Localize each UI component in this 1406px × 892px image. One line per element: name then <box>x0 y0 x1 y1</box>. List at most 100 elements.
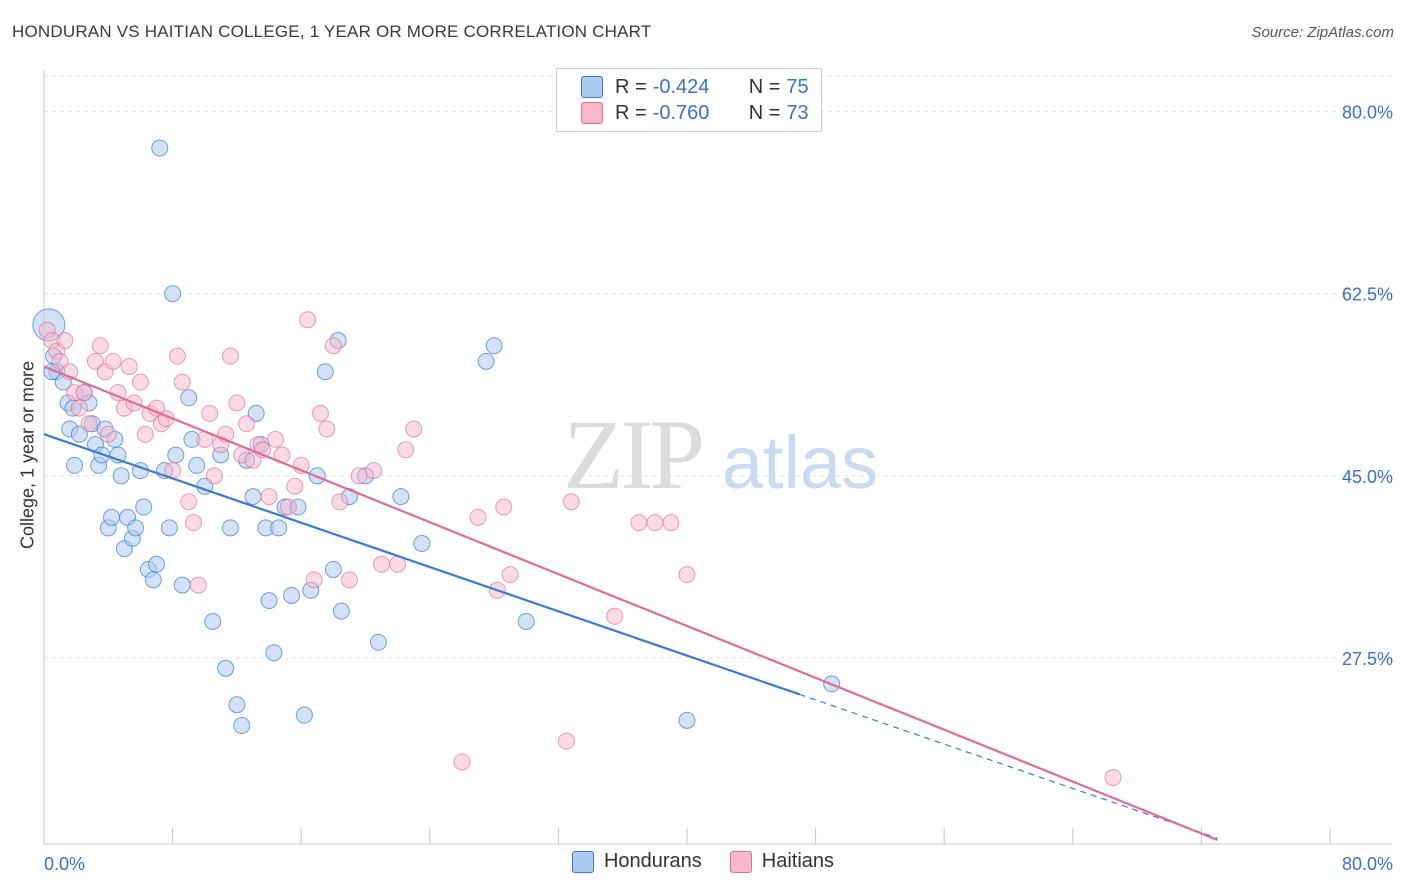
honduran-point <box>369 633 387 651</box>
haitian-point <box>228 394 246 412</box>
haitian-point <box>173 373 191 391</box>
legend-n-label: N = <box>748 101 781 124</box>
honduran-point <box>228 696 246 714</box>
y-tick-label: 45.0% <box>1342 467 1393 487</box>
haitian-point <box>221 347 239 365</box>
honduran-trend-line <box>43 433 800 696</box>
honduran-point <box>135 498 153 516</box>
legend-r-value: -0.424 <box>652 75 710 98</box>
legend-r-label: R = <box>615 101 647 124</box>
hondurans-points <box>32 139 841 735</box>
honduran-point <box>103 508 121 526</box>
haitians-points <box>38 311 1122 787</box>
haitian-point <box>373 555 391 573</box>
haitian-point <box>495 498 513 516</box>
trend-lines <box>43 365 1218 842</box>
legend-r-value: -0.760 <box>652 101 710 124</box>
haitian-point <box>662 514 680 532</box>
haitian-point <box>104 352 122 370</box>
haitian-point <box>318 420 336 438</box>
honduran-point <box>112 467 130 485</box>
honduran-point <box>144 571 162 589</box>
honduran-point <box>233 717 251 735</box>
honduran-point <box>332 602 350 620</box>
x-tick-label-max: 80.0% <box>1342 854 1393 874</box>
honduran-point <box>167 446 185 464</box>
haitian-point <box>201 404 219 422</box>
honduran-point <box>270 519 288 537</box>
honduran-point <box>173 576 191 594</box>
haitian-point <box>238 415 256 433</box>
haitian-point <box>311 404 329 422</box>
honduran-point <box>477 352 495 370</box>
honduran-point <box>517 612 535 630</box>
y-axis-label: College, 1 year or more <box>17 360 38 550</box>
honduran-point <box>160 519 178 537</box>
legend-n-value: 73 <box>786 101 809 124</box>
haitian-point <box>1104 769 1122 787</box>
haitian-point <box>469 508 487 526</box>
y-tick-label: 27.5% <box>1342 649 1393 669</box>
honduran-point <box>188 456 206 474</box>
honduran-point <box>70 425 88 443</box>
honduran-point <box>247 404 265 422</box>
haitian-point <box>562 493 580 511</box>
haitian-point <box>136 425 154 443</box>
tick-labels: 27.5% 45.0% 62.5% 80.0% 0.0% 80.0% <box>44 103 1393 874</box>
bottom-legend: Hondurans Haitians <box>0 850 1406 873</box>
haitian-point <box>75 384 93 402</box>
bottom-legend-haitians[interactable]: Haitians <box>729 850 835 873</box>
haitian-point <box>453 753 471 771</box>
haitian-point <box>86 352 104 370</box>
haitian-point <box>180 493 198 511</box>
honduran-point <box>283 586 301 604</box>
honduran-point <box>413 534 431 552</box>
haitian-point <box>131 373 149 391</box>
haitian-point <box>279 498 297 516</box>
honduran-point <box>260 592 278 610</box>
legend-n-label: N = <box>748 75 781 98</box>
haitian-point <box>397 441 415 459</box>
legend-row-haitians: R = -0.760 N = 73 <box>581 100 809 126</box>
axes <box>43 70 1392 845</box>
haitian-point <box>350 467 368 485</box>
haitian-point <box>56 332 74 350</box>
haitian-point <box>91 337 109 355</box>
bottom-legend-hondurans[interactable]: Hondurans <box>571 850 702 873</box>
honduran-point <box>485 337 503 355</box>
legend-box: R = -0.424 N = 75 R = -0.760 N = 73 <box>556 68 822 132</box>
haitian-point <box>205 467 223 485</box>
haitian-point <box>266 430 284 448</box>
honduran-point <box>244 488 262 506</box>
honduran-point <box>180 389 198 407</box>
haitian-point <box>189 576 207 594</box>
haitian-point <box>331 493 349 511</box>
watermark: ZIP atlas <box>563 399 878 510</box>
haitian-point <box>646 514 664 532</box>
legend-swatch-pink <box>581 102 603 124</box>
honduran-point <box>678 711 696 729</box>
watermark-zip: ZIP <box>563 399 701 510</box>
legend-row-hondurans: R = -0.424 N = 75 <box>581 74 809 100</box>
honduran-point <box>392 488 410 506</box>
honduran-point <box>221 519 239 537</box>
haitian-point <box>405 420 423 438</box>
haitian-point <box>501 566 519 584</box>
haitian-point <box>678 566 696 584</box>
bottom-legend-label: Haitians <box>761 850 835 872</box>
haitian-point <box>557 732 575 750</box>
haitian-point <box>630 514 648 532</box>
haitian-point <box>324 337 342 355</box>
grid-lines <box>44 75 1392 659</box>
haitian-point <box>70 399 88 417</box>
haitian-trend-line <box>43 365 1218 842</box>
honduran-point <box>148 555 166 573</box>
haitian-point <box>51 352 69 370</box>
honduran-point <box>151 139 169 157</box>
haitian-point <box>340 571 358 589</box>
haitian-point <box>80 415 98 433</box>
haitian-point <box>286 477 304 495</box>
haitian-point <box>606 607 624 625</box>
haitian-point <box>305 571 323 589</box>
